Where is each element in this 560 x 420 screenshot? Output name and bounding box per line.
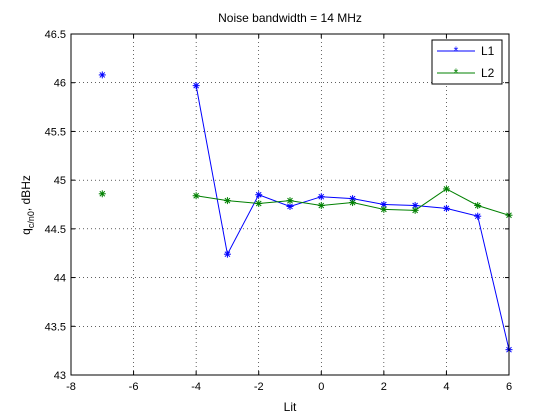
data-point-l1 [223,250,231,258]
y-axis-label: qc/n0, dBHz [19,175,36,235]
data-point-l2 [317,201,325,209]
y-axis-label-subscript: c/n0 [26,211,36,228]
y-tick-label: 44 [54,273,66,285]
x-tick-label: -6 [129,381,139,393]
y-tick-label: 44.5 [45,224,66,236]
x-tick-label: 0 [318,381,324,393]
series-layer [98,71,513,354]
y-tick-label: 46 [54,78,66,90]
x-tick-label: 2 [381,381,387,393]
grid [71,34,509,375]
data-point-l2 [349,199,357,207]
data-point-l1 [286,202,294,210]
data-point-l1 [255,191,263,199]
legend: * L1 * L2 [431,39,503,85]
y-axis-label-units: , dBHz [19,175,33,211]
data-point-l2 [474,201,482,209]
x-tick-label: -4 [191,381,201,393]
legend-marker-l1: * [454,44,459,58]
plot-frame [70,33,510,376]
chart-title: Noise bandwidth = 14 MHz [218,11,362,25]
y-axis-label-main: q [19,228,33,235]
legend-box [431,39,503,85]
x-tick-label: 6 [506,381,512,393]
data-point-l2 [286,197,294,205]
data-point-l1 [98,71,106,79]
x-tick-label: -2 [254,381,264,393]
x-tick-label: 4 [443,381,449,393]
y-tick-label: 43.5 [45,321,66,333]
data-point-l1 [474,212,482,220]
y-tick-label: 45 [54,175,66,187]
data-point-l1 [317,193,325,201]
data-point-l2 [223,197,231,205]
data-point-l2 [411,206,419,214]
data-point-l1 [192,82,200,90]
data-point-l2 [98,190,106,198]
y-tick-label: 43 [54,370,66,382]
x-axis-label: Lit [284,400,297,414]
legend-label-l2: L2 [481,66,495,80]
legend-label-l1: L1 [481,44,495,58]
y-tick-label: 45.5 [45,126,66,138]
data-point-l2 [255,200,263,208]
data-point-l1 [442,204,450,212]
x-tick-label: -8 [66,381,76,393]
y-tick-label: 46.5 [45,29,66,41]
data-point-l2 [192,192,200,200]
data-point-l2 [380,205,388,213]
data-point-l2 [442,185,450,193]
legend-marker-l2: * [454,66,459,80]
